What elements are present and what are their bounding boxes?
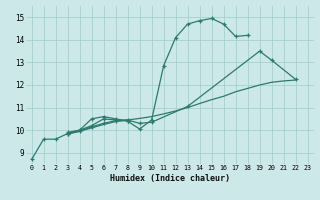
X-axis label: Humidex (Indice chaleur): Humidex (Indice chaleur) xyxy=(109,174,230,183)
